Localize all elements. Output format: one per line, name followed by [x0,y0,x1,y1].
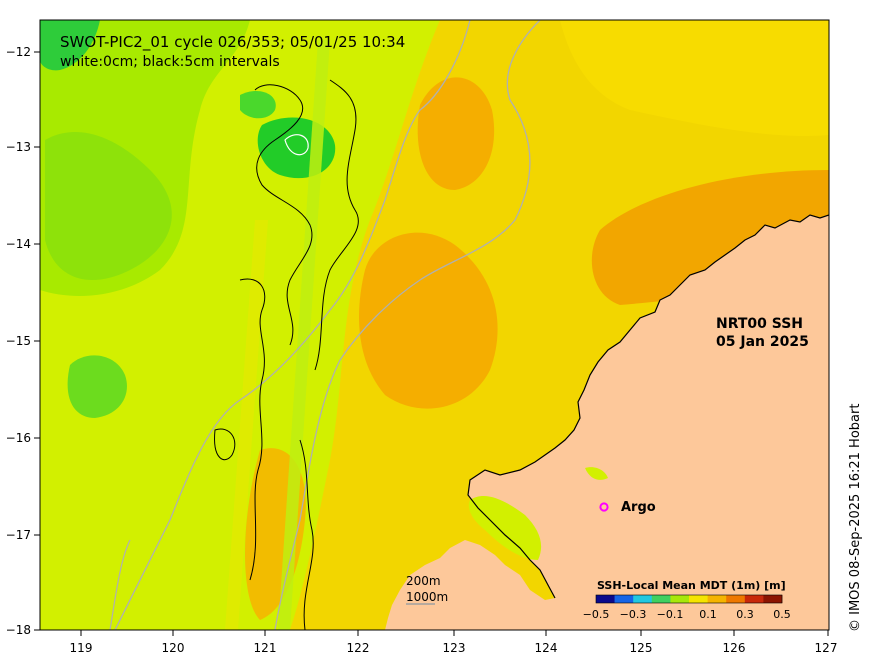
x-tick-label: 121 [254,641,277,655]
ssh-field-yellow-ne [560,20,829,136]
colorbar-frame [595,594,783,604]
depth-label-1000m: 1000m [406,590,448,604]
colorbar-tick-label: 0.1 [699,608,717,621]
product-label-line-2: 05 Jan 2025 [716,334,809,350]
y-tick-label: −15 [6,334,31,348]
x-tick-label: 124 [535,641,558,655]
colorbar-swatch [689,595,708,603]
colorbar-tick-label: −0.1 [657,608,684,621]
x-tick-label: 123 [443,641,466,655]
colorbar-swatch [763,595,783,603]
bathymetry-contour-south [109,539,131,630]
ssh-green-corner [40,20,100,71]
y-tick-label: −13 [6,140,31,154]
y-tick-label: −14 [6,237,31,251]
ssh-contour-1 [254,84,313,346]
x-tick-label: 126 [723,641,746,655]
x-tick-label: 120 [162,641,185,655]
imos-credit: © IMOS 08-Sep-2025 16:21 Hobart [848,403,863,632]
bathymetry-contour-1000m [274,20,541,630]
colorbar-swatch [614,595,634,603]
ssh-contour-3 [239,278,266,581]
map-plot-area [40,20,829,630]
map-title-line-2: white:0cm; black:5cm intervals [60,54,280,70]
colorbar-swatch [726,595,746,603]
ssh-orange-high-north [417,77,495,190]
x-tick-label: 122 [347,641,370,655]
colorbar-tick-label: 0.5 [773,608,791,621]
king-sound-water [468,495,542,560]
swot-swath-stripe-1 [278,40,330,630]
colorbar-swatch [744,595,764,603]
coastline [467,214,829,599]
colorbar-tick-label: 0.3 [736,608,754,621]
ssh-orange-high-central [359,232,498,409]
water-inlet [585,467,608,480]
colorbar-swatch [707,595,727,603]
colorbar-title: SSH-Local Mean MDT (1m) [m] [597,579,786,592]
map-title-line-1: SWOT-PIC2_01 cycle 026/353; 05/01/25 10:… [60,33,405,52]
bathymetry-contour-200m [114,20,471,630]
y-tick-label: −17 [6,528,31,542]
ssh-contour-4 [214,428,236,461]
x-tick-label: 127 [815,641,838,655]
y-tick-label: −18 [6,623,31,637]
argo-marker [599,502,609,512]
colorbar-tick-label: −0.3 [620,608,647,621]
ssh-green-blob-west [45,131,172,280]
argo-label: Argo [621,500,656,515]
colorbar-tick-label: −0.5 [583,608,610,621]
y-axis: −12 −13 −14 −15 −16 −17 −18 [6,45,40,637]
ssh-contour-5 [299,439,314,630]
ssh-green-blob-south [67,355,127,418]
product-label-line-1: NRT00 SSH [716,316,803,332]
colorbar-swatch [651,595,671,603]
colorbar-swatch [670,595,690,603]
x-tick-label: 125 [630,641,653,655]
land-mass [385,215,829,630]
depth-label-200m: 200m [406,574,441,588]
colorbar-swatches [596,595,783,603]
swot-swath-stripe-2 [225,220,268,630]
colorbar-swatch [596,595,615,603]
colorbar: SSH-Local Mean MDT (1m) [m] −0.5 −0.3 −0… [583,579,791,621]
ssh-contour-2 [314,79,359,371]
x-tick-label: 119 [70,641,93,655]
ssh-green-patch-1 [240,90,276,119]
y-tick-label: −12 [6,45,31,59]
ssh-zero-contour [284,134,309,156]
y-tick-label: −16 [6,431,31,445]
x-axis: 119 120 121 122 123 124 125 126 127 [70,630,838,655]
colorbar-swatch [633,595,653,603]
plot-frame [39,19,830,631]
